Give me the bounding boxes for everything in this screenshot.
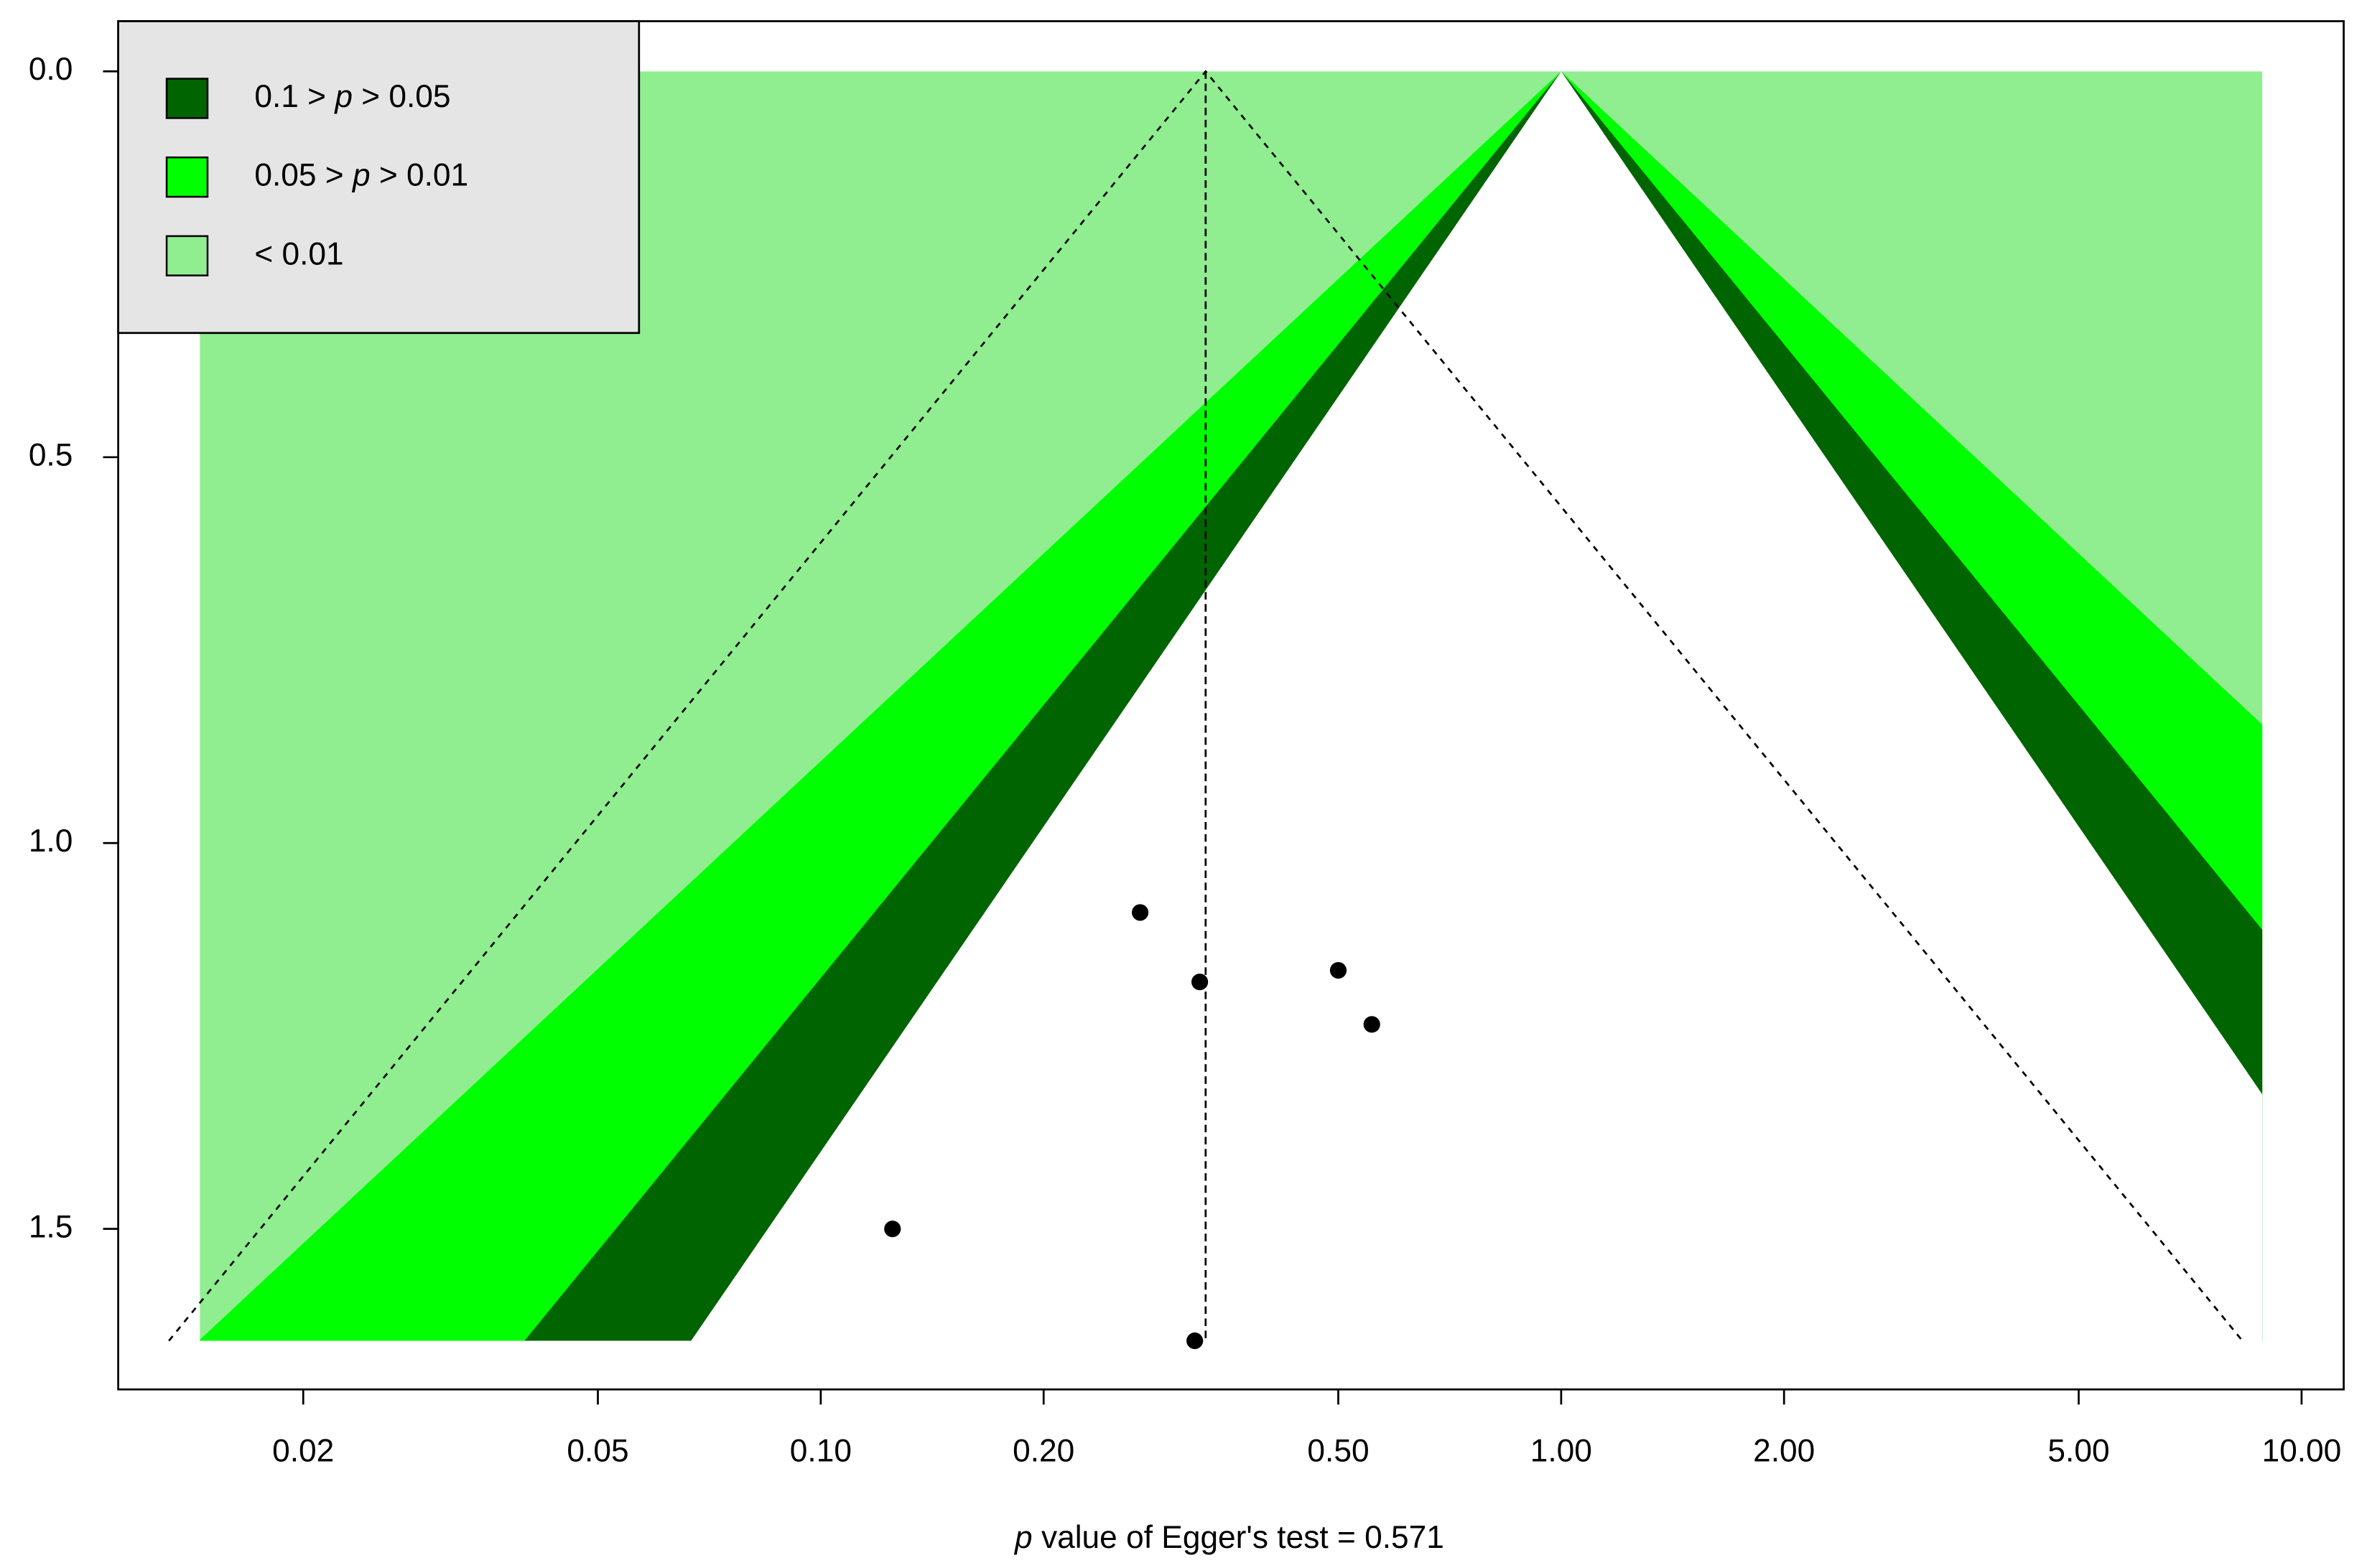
plot: 0.02 0.05 0.10 0.20 0.50 1.00 2.00 5.00 10.00 0.0… (29, 20, 2345, 1468)
legend-swatch (165, 235, 209, 276)
x-label-italic: p (1013, 1520, 1033, 1555)
legend-label-part: 0.05 > (254, 157, 353, 192)
x-axis-label: p value of Egger's test = 0.571 (1013, 1520, 1444, 1555)
y-tick-label: 0.0 (29, 52, 73, 87)
point (1191, 974, 1209, 991)
ci-funnel (168, 70, 2244, 1342)
x-label-text: value of Egger's test = 0.571 (1033, 1520, 1444, 1555)
x-tick-label: 0.05 (567, 1433, 628, 1468)
plot-frame (117, 20, 2345, 1391)
contour-shading (200, 71, 2263, 1341)
point (1186, 1332, 1204, 1350)
legend: 0.1 > p > 0.05 0.05 > p > 0.01 < 0.01 (117, 20, 641, 335)
point (1363, 1016, 1380, 1033)
point (1132, 904, 1149, 921)
x-tick-label: 0.02 (272, 1433, 334, 1468)
y-tick-label: 1.5 (29, 1209, 73, 1244)
contour-inner (691, 71, 2263, 1341)
y-tick-label: 1.0 (29, 823, 73, 859)
x-tick-label: 2.00 (1753, 1433, 1815, 1468)
x-tick-label: 0.20 (1013, 1433, 1074, 1468)
legend-label-part: p (333, 79, 353, 114)
legend-label: < 0.01 (254, 236, 343, 271)
legend-label: 0.1 > p > 0.05 (254, 79, 450, 114)
x-tick-label: 0.10 (790, 1433, 852, 1468)
legend-label-part: < 0.01 (254, 236, 343, 271)
legend-label-part: 0.1 > (254, 79, 335, 114)
point (884, 1221, 901, 1238)
x-tick-label: 10.00 (2261, 1433, 2341, 1468)
legend-label-part: p (351, 157, 371, 192)
x-tick-label: 0.50 (1307, 1433, 1369, 1468)
x-tick-label: 5.00 (2047, 1433, 2109, 1468)
legend-label: 0.05 > p > 0.01 (254, 157, 468, 192)
legend-swatch (165, 78, 209, 119)
y-tick-label: 0.5 (29, 437, 73, 472)
legend-swatch (165, 156, 209, 198)
legend-label-part: > 0.05 (353, 79, 451, 114)
legend-label-part: > 0.01 (371, 157, 469, 192)
x-tick-label: 1.00 (1530, 1433, 1592, 1468)
point (1329, 961, 1347, 979)
